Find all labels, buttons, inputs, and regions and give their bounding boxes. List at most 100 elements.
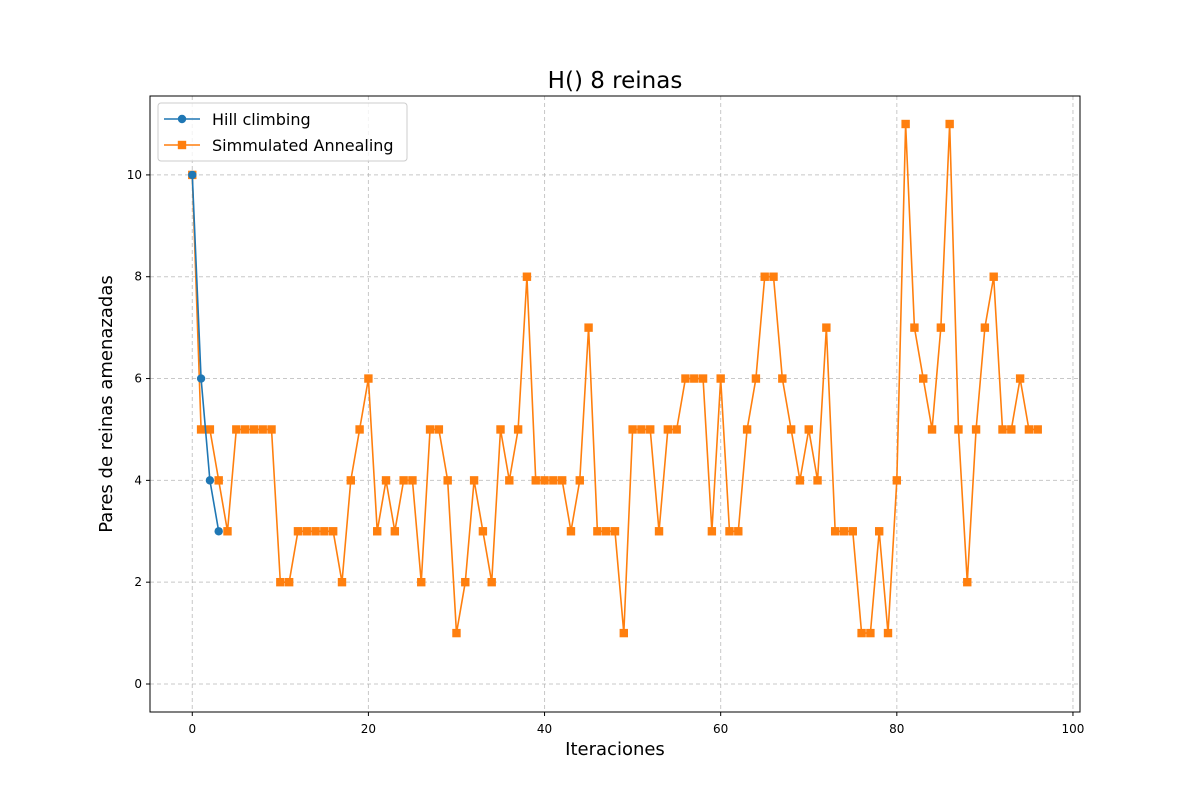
- data-point: [549, 476, 558, 485]
- data-point: [540, 476, 549, 485]
- data-point: [267, 425, 276, 434]
- data-point: [240, 425, 250, 434]
- data-point: [910, 323, 919, 332]
- data-point: [214, 527, 223, 536]
- data-point: [690, 374, 699, 383]
- data-point: [742, 425, 752, 434]
- series-layer: [188, 119, 1042, 638]
- data-point: [760, 272, 769, 281]
- data-point: [425, 425, 435, 434]
- data-point: [963, 577, 972, 587]
- data-point: [848, 527, 857, 536]
- data-point: [205, 425, 215, 434]
- data-point: [487, 577, 496, 587]
- y-tick-label: 4: [134, 473, 142, 487]
- y-axis-label: Pares de reinas amenazadas: [96, 275, 117, 532]
- data-point: [672, 425, 681, 434]
- data-point: [1033, 425, 1042, 434]
- data-point: [355, 425, 364, 434]
- data-point: [795, 476, 805, 485]
- data-point: [452, 628, 461, 638]
- data-point: [399, 476, 408, 485]
- legend: Hill climbing Simmulated Annealing: [157, 102, 408, 162]
- data-point: [875, 527, 884, 536]
- data-point: [284, 577, 294, 587]
- data-point: [469, 476, 479, 485]
- data-point: [707, 527, 717, 536]
- data-point: [531, 476, 540, 485]
- data-point: [901, 119, 910, 129]
- y-tick-label: 6: [134, 372, 142, 386]
- data-point: [804, 425, 813, 434]
- data-point: [822, 323, 831, 332]
- data-point: [302, 527, 311, 536]
- data-point: [1024, 425, 1034, 434]
- data-point: [214, 476, 223, 485]
- data-point: [417, 577, 426, 587]
- data-point: [196, 374, 206, 383]
- data-point: [1015, 374, 1025, 383]
- data-point: [337, 577, 347, 587]
- legend-marker-simmulated-annealing: [177, 140, 187, 150]
- data-point: [813, 476, 822, 485]
- data-point: [663, 425, 673, 434]
- data-point: [346, 476, 355, 485]
- data-point: [505, 476, 514, 485]
- data-point: [883, 628, 893, 638]
- data-point: [478, 527, 488, 536]
- data-point: [196, 425, 206, 434]
- data-point: [610, 527, 620, 536]
- data-point: [646, 425, 655, 434]
- data-point: [364, 374, 373, 383]
- data-point: [522, 272, 532, 281]
- data-point: [786, 425, 796, 434]
- data-point: [698, 374, 708, 383]
- data-point: [601, 527, 611, 536]
- data-point: [945, 119, 954, 129]
- data-point: [971, 425, 981, 434]
- data-point: [769, 272, 778, 281]
- data-point: [205, 476, 215, 485]
- data-point: [461, 577, 470, 587]
- data-point: [390, 527, 400, 536]
- data-point: [566, 527, 576, 536]
- y-tick-label: 2: [134, 575, 142, 589]
- data-point: [223, 527, 232, 536]
- data-point: [734, 527, 743, 536]
- data-point: [408, 476, 417, 485]
- legend-label-hill-climbing: Hill climbing: [212, 110, 311, 129]
- data-point: [619, 628, 629, 638]
- plot-frame: [149, 95, 1081, 713]
- data-point: [778, 374, 787, 383]
- data-point: [443, 476, 452, 485]
- data-point: [249, 425, 259, 434]
- x-tick-label: 40: [537, 722, 552, 736]
- data-point: [628, 425, 637, 434]
- data-point: [654, 527, 664, 536]
- chart-title: H() 8 reinas: [548, 68, 683, 94]
- legend-label-simmulated-annealing: Simmulated Annealing: [212, 136, 394, 155]
- data-point: [311, 527, 320, 536]
- data-point: [681, 374, 690, 383]
- data-point: [593, 527, 602, 536]
- data-point: [998, 425, 1007, 434]
- legend-box: [157, 102, 408, 162]
- y-tick-label: 0: [134, 677, 142, 691]
- x-tick-label: 100: [1062, 722, 1085, 736]
- grid: [150, 96, 1080, 712]
- data-point: [751, 374, 761, 383]
- data-point: [320, 527, 329, 536]
- x-tick-label: 0: [188, 722, 196, 736]
- data-point: [496, 425, 505, 434]
- series-hill-climbing: [188, 170, 223, 536]
- data-point: [857, 628, 866, 638]
- data-point: [293, 527, 303, 536]
- axis-ticks: 0 20 40 60 80 100 0 2 4 6 8 10: [127, 168, 1085, 736]
- data-point: [373, 527, 382, 536]
- data-point: [927, 425, 937, 434]
- data-point: [188, 170, 197, 180]
- data-point: [725, 527, 734, 536]
- series-simmulated-annealing: [188, 119, 1042, 638]
- data-point: [954, 425, 963, 434]
